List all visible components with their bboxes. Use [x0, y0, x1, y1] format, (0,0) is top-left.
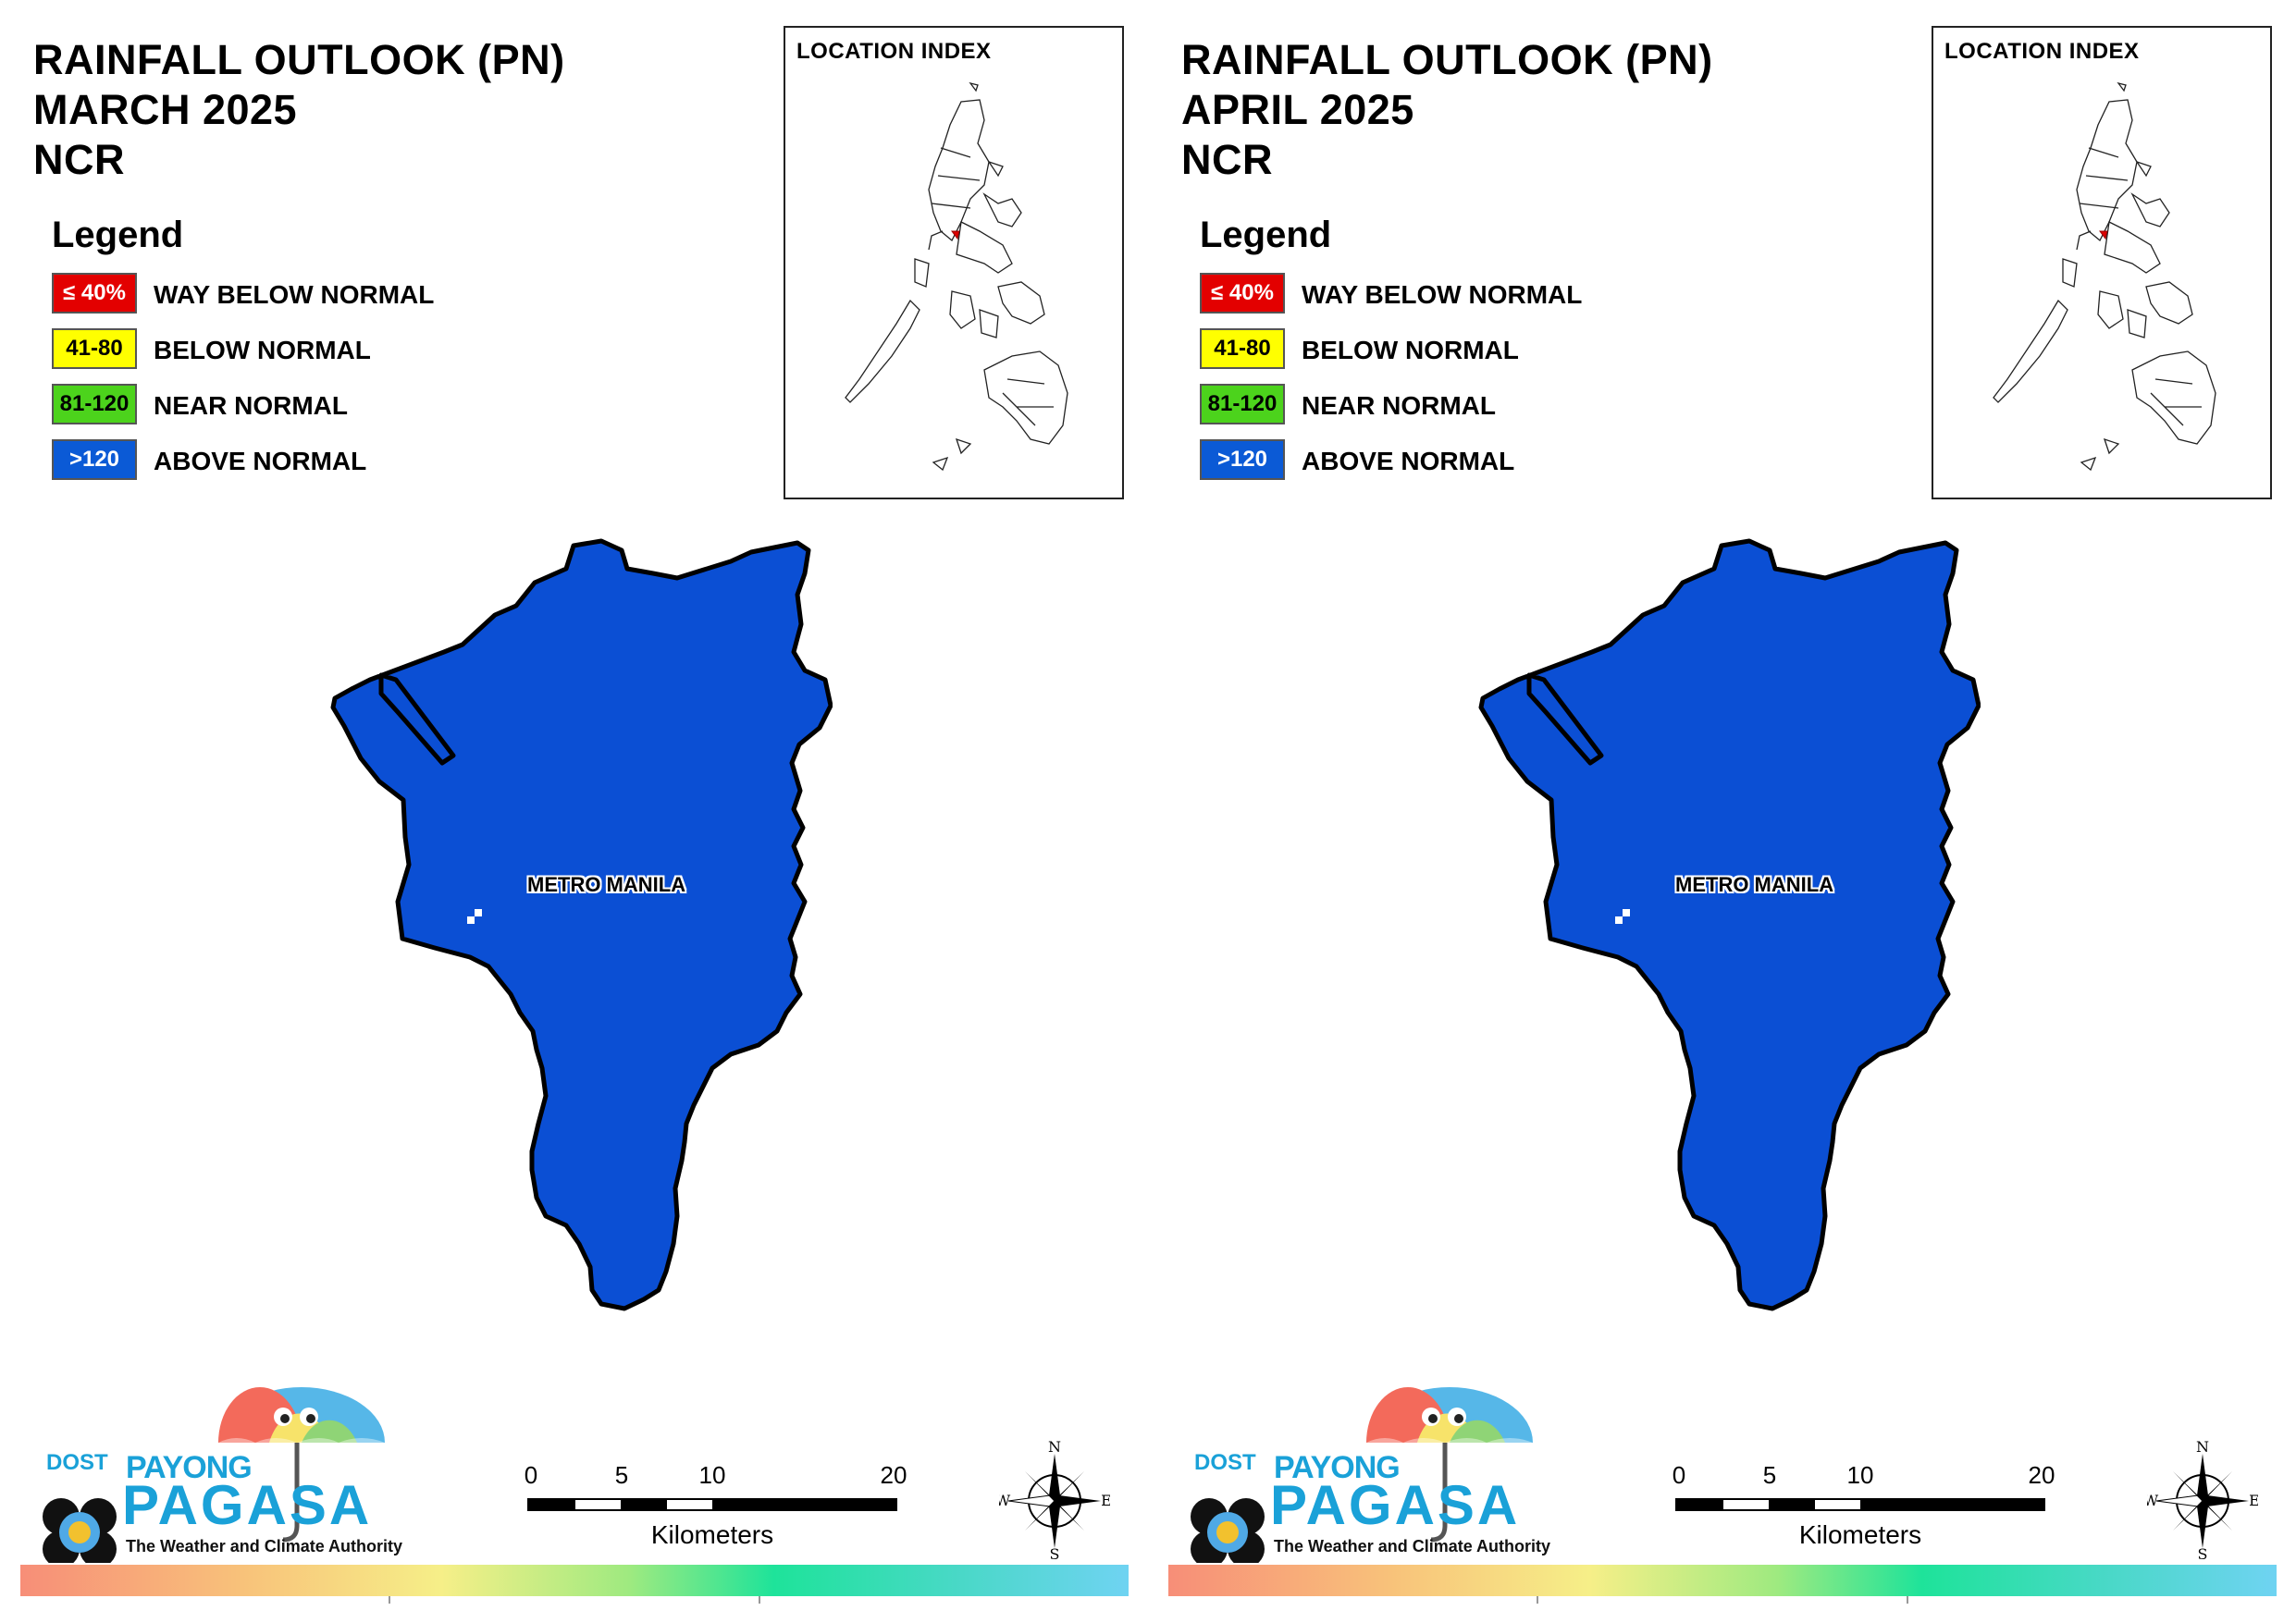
location-index: LOCATION INDEX — [1932, 26, 2272, 499]
payong-pagasa-logo: DOST PAYONG PAGASA The Weather and Clima… — [1181, 1387, 1551, 1563]
location-index: LOCATION INDEX — [784, 26, 1124, 499]
legend: Legend ≤ 40% WAY BELOW NORMAL 41-80 BELO… — [1200, 215, 1582, 495]
metro-manila-label: METRO MANILA — [527, 873, 686, 896]
map-title: RAINFALL OUTLOOK (PN) APRIL 2025 NCR — [1181, 35, 1713, 185]
ncr-highlight — [2099, 230, 2108, 240]
scale-bar-graphic — [1675, 1498, 2045, 1511]
outlook-panel-march: RAINFALL OUTLOOK (PN) MARCH 2025 NCR Leg… — [20, 26, 1129, 1604]
legend-label: NEAR NORMAL — [1302, 391, 1496, 420]
compass-n: N — [2196, 1441, 2209, 1456]
legend-item-near: 81-120 NEAR NORMAL — [1200, 384, 1496, 439]
legend-swatch: >120 — [1200, 439, 1285, 480]
logo-dost: DOST — [46, 1450, 108, 1475]
legend-item-above: >120 ABOVE NORMAL — [52, 439, 366, 495]
legend-label: ABOVE NORMAL — [1302, 447, 1515, 475]
legend-swatch: 41-80 — [1200, 328, 1285, 369]
umbrella-icon — [1191, 1387, 1533, 1563]
strip-tick — [759, 1596, 760, 1604]
scale-tick: 5 — [1762, 1461, 1777, 1489]
footer-gradient-bar — [20, 1565, 1129, 1596]
legend-label: BELOW NORMAL — [1302, 336, 1519, 364]
scale-bar: 0 5 10 20 Kilometers — [524, 1461, 907, 1554]
title-line: RAINFALL OUTLOOK (PN) — [1181, 36, 1713, 83]
legend-item-near: 81-120 NEAR NORMAL — [52, 384, 348, 439]
legend-swatch: ≤ 40% — [1200, 273, 1285, 314]
legend: Legend ≤ 40% WAY BELOW NORMAL 41-80 BELO… — [52, 215, 434, 495]
legend-item-below: 41-80 BELOW NORMAL — [52, 328, 371, 384]
logo-pagasa: PAGASA — [122, 1474, 373, 1536]
legend-label: NEAR NORMAL — [154, 391, 348, 420]
strip-tick — [1537, 1596, 1538, 1604]
strip-tick — [1907, 1596, 1908, 1604]
logo-tagline: The Weather and Climate Authority — [126, 1537, 403, 1555]
compass-w: W — [999, 1492, 1011, 1509]
legend-swatch: 81-120 — [52, 384, 137, 424]
legend-label: WAY BELOW NORMAL — [1302, 280, 1583, 309]
title-month: MARCH 2025 — [33, 86, 298, 133]
map-title: RAINFALL OUTLOOK (PN) MARCH 2025 NCR — [33, 35, 565, 185]
legend-item-above: >120 ABOVE NORMAL — [1200, 439, 1514, 495]
scale-tick: 20 — [880, 1461, 907, 1489]
compass-s: S — [1050, 1545, 1060, 1561]
logo-pagasa: PAGASA — [1270, 1474, 1521, 1536]
legend-swatch: >120 — [52, 439, 137, 480]
legend-swatch: 41-80 — [52, 328, 137, 369]
location-index-title: LOCATION INDEX — [1944, 39, 2140, 64]
philippines-outline-map — [845, 81, 1068, 472]
north-arrow-icon: N S W E — [999, 1441, 1110, 1561]
legend-label: ABOVE NORMAL — [154, 447, 367, 475]
legend-item-way-below: ≤ 40% WAY BELOW NORMAL — [1200, 273, 1582, 328]
compass-n: N — [1048, 1441, 1061, 1456]
footer-gradient-bar — [1168, 1565, 2277, 1596]
scale-bar: 0 5 10 20 Kilometers — [1672, 1461, 2055, 1554]
philippines-outline-map — [1993, 81, 2216, 472]
title-month: APRIL 2025 — [1181, 86, 1414, 133]
legend-item-way-below: ≤ 40% WAY BELOW NORMAL — [52, 273, 434, 328]
strip-tick — [389, 1596, 390, 1604]
compass-w: W — [2147, 1492, 2159, 1509]
legend-swatch: ≤ 40% — [52, 273, 137, 314]
scale-bar-graphic — [527, 1498, 897, 1511]
title-line: RAINFALL OUTLOOK (PN) — [33, 36, 565, 83]
ncr-rainfall-map — [330, 538, 833, 1311]
umbrella-icon — [43, 1387, 385, 1563]
legend-item-below: 41-80 BELOW NORMAL — [1200, 328, 1519, 384]
scale-unit: Kilometers — [650, 1520, 774, 1549]
legend-label: WAY BELOW NORMAL — [154, 280, 435, 309]
north-arrow-icon: N S W E — [2147, 1441, 2258, 1561]
scale-tick: 10 — [1846, 1461, 1874, 1489]
compass-e: E — [2249, 1492, 2258, 1509]
compass-s: S — [2198, 1545, 2208, 1561]
legend-heading: Legend — [1200, 215, 1332, 255]
scale-tick: 0 — [524, 1461, 538, 1489]
title-region: NCR — [1181, 136, 1273, 183]
ncr-highlight — [951, 230, 960, 240]
compass-e: E — [1101, 1492, 1110, 1509]
logo-dost: DOST — [1194, 1450, 1256, 1475]
legend-heading: Legend — [52, 215, 184, 255]
title-region: NCR — [33, 136, 125, 183]
scale-tick: 5 — [614, 1461, 629, 1489]
legend-label: BELOW NORMAL — [154, 336, 371, 364]
ncr-rainfall-map — [1478, 538, 1981, 1311]
location-index-title: LOCATION INDEX — [796, 39, 992, 64]
scale-tick: 20 — [2028, 1461, 2055, 1489]
scale-tick: 0 — [1672, 1461, 1686, 1489]
scale-tick: 10 — [698, 1461, 726, 1489]
payong-pagasa-logo: DOST PAYONG PAGASA The Weather and Clima… — [33, 1387, 403, 1563]
logo-tagline: The Weather and Climate Authority — [1274, 1537, 1551, 1555]
legend-swatch: 81-120 — [1200, 384, 1285, 424]
scale-unit: Kilometers — [1798, 1520, 1922, 1549]
metro-manila-label: METRO MANILA — [1675, 873, 1834, 896]
outlook-panel-april: RAINFALL OUTLOOK (PN) APRIL 2025 NCR Leg… — [1148, 0, 2296, 1623]
logo-payong: PAYONG — [126, 1450, 253, 1485]
logo-payong: PAYONG — [1274, 1450, 1401, 1485]
